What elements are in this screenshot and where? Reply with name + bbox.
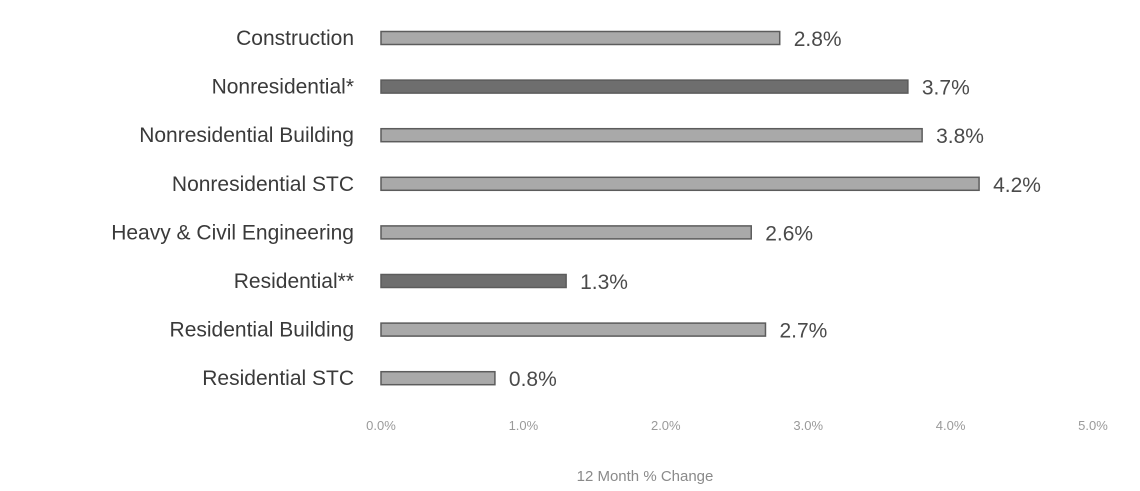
data-label: 2.8% [794, 28, 842, 51]
category-label: Construction [236, 27, 354, 50]
category-label: Residential STC [202, 367, 354, 390]
x-tick-label: 3.0% [793, 418, 823, 433]
data-label: 1.3% [580, 271, 628, 294]
category-label: Nonresidential* [212, 76, 354, 99]
category-label: Heavy & Civil Engineering [111, 221, 354, 244]
bar [380, 79, 909, 94]
data-label: 2.7% [779, 320, 827, 343]
data-label: 3.7% [922, 77, 970, 100]
x-axis-title: 12 Month % Change [577, 468, 714, 485]
bar [380, 322, 767, 337]
bar [380, 176, 980, 192]
data-label: 4.2% [993, 174, 1041, 197]
bar [380, 127, 923, 143]
category-label: Residential Building [170, 319, 354, 342]
value-labels: 2.8% 3.7% 3.8% 4.2% 2.6% 1.3% 2.7% 0.8% [509, 28, 1041, 391]
bar [380, 30, 781, 46]
bars [380, 30, 980, 386]
x-tick-label: 2.0% [651, 418, 681, 433]
x-tick-label: 4.0% [936, 418, 966, 433]
bar [380, 370, 496, 386]
category-label: Nonresidential Building [139, 124, 354, 147]
data-label: 0.8% [509, 368, 557, 391]
x-axis-ticks: 0.0% 1.0% 2.0% 3.0% 4.0% 5.0% [366, 418, 1108, 433]
category-labels: Construction Nonresidential* Nonresidentia… [111, 27, 354, 390]
category-label: Nonresidential STC [172, 173, 354, 196]
x-tick-label: 0.0% [366, 418, 396, 433]
x-tick-label: 5.0% [1078, 418, 1108, 433]
x-tick-label: 1.0% [509, 418, 539, 433]
data-label: 2.6% [765, 222, 813, 245]
bar [380, 225, 752, 240]
data-label: 3.8% [936, 125, 984, 148]
category-label: Residential** [234, 270, 354, 293]
bar [380, 273, 567, 289]
